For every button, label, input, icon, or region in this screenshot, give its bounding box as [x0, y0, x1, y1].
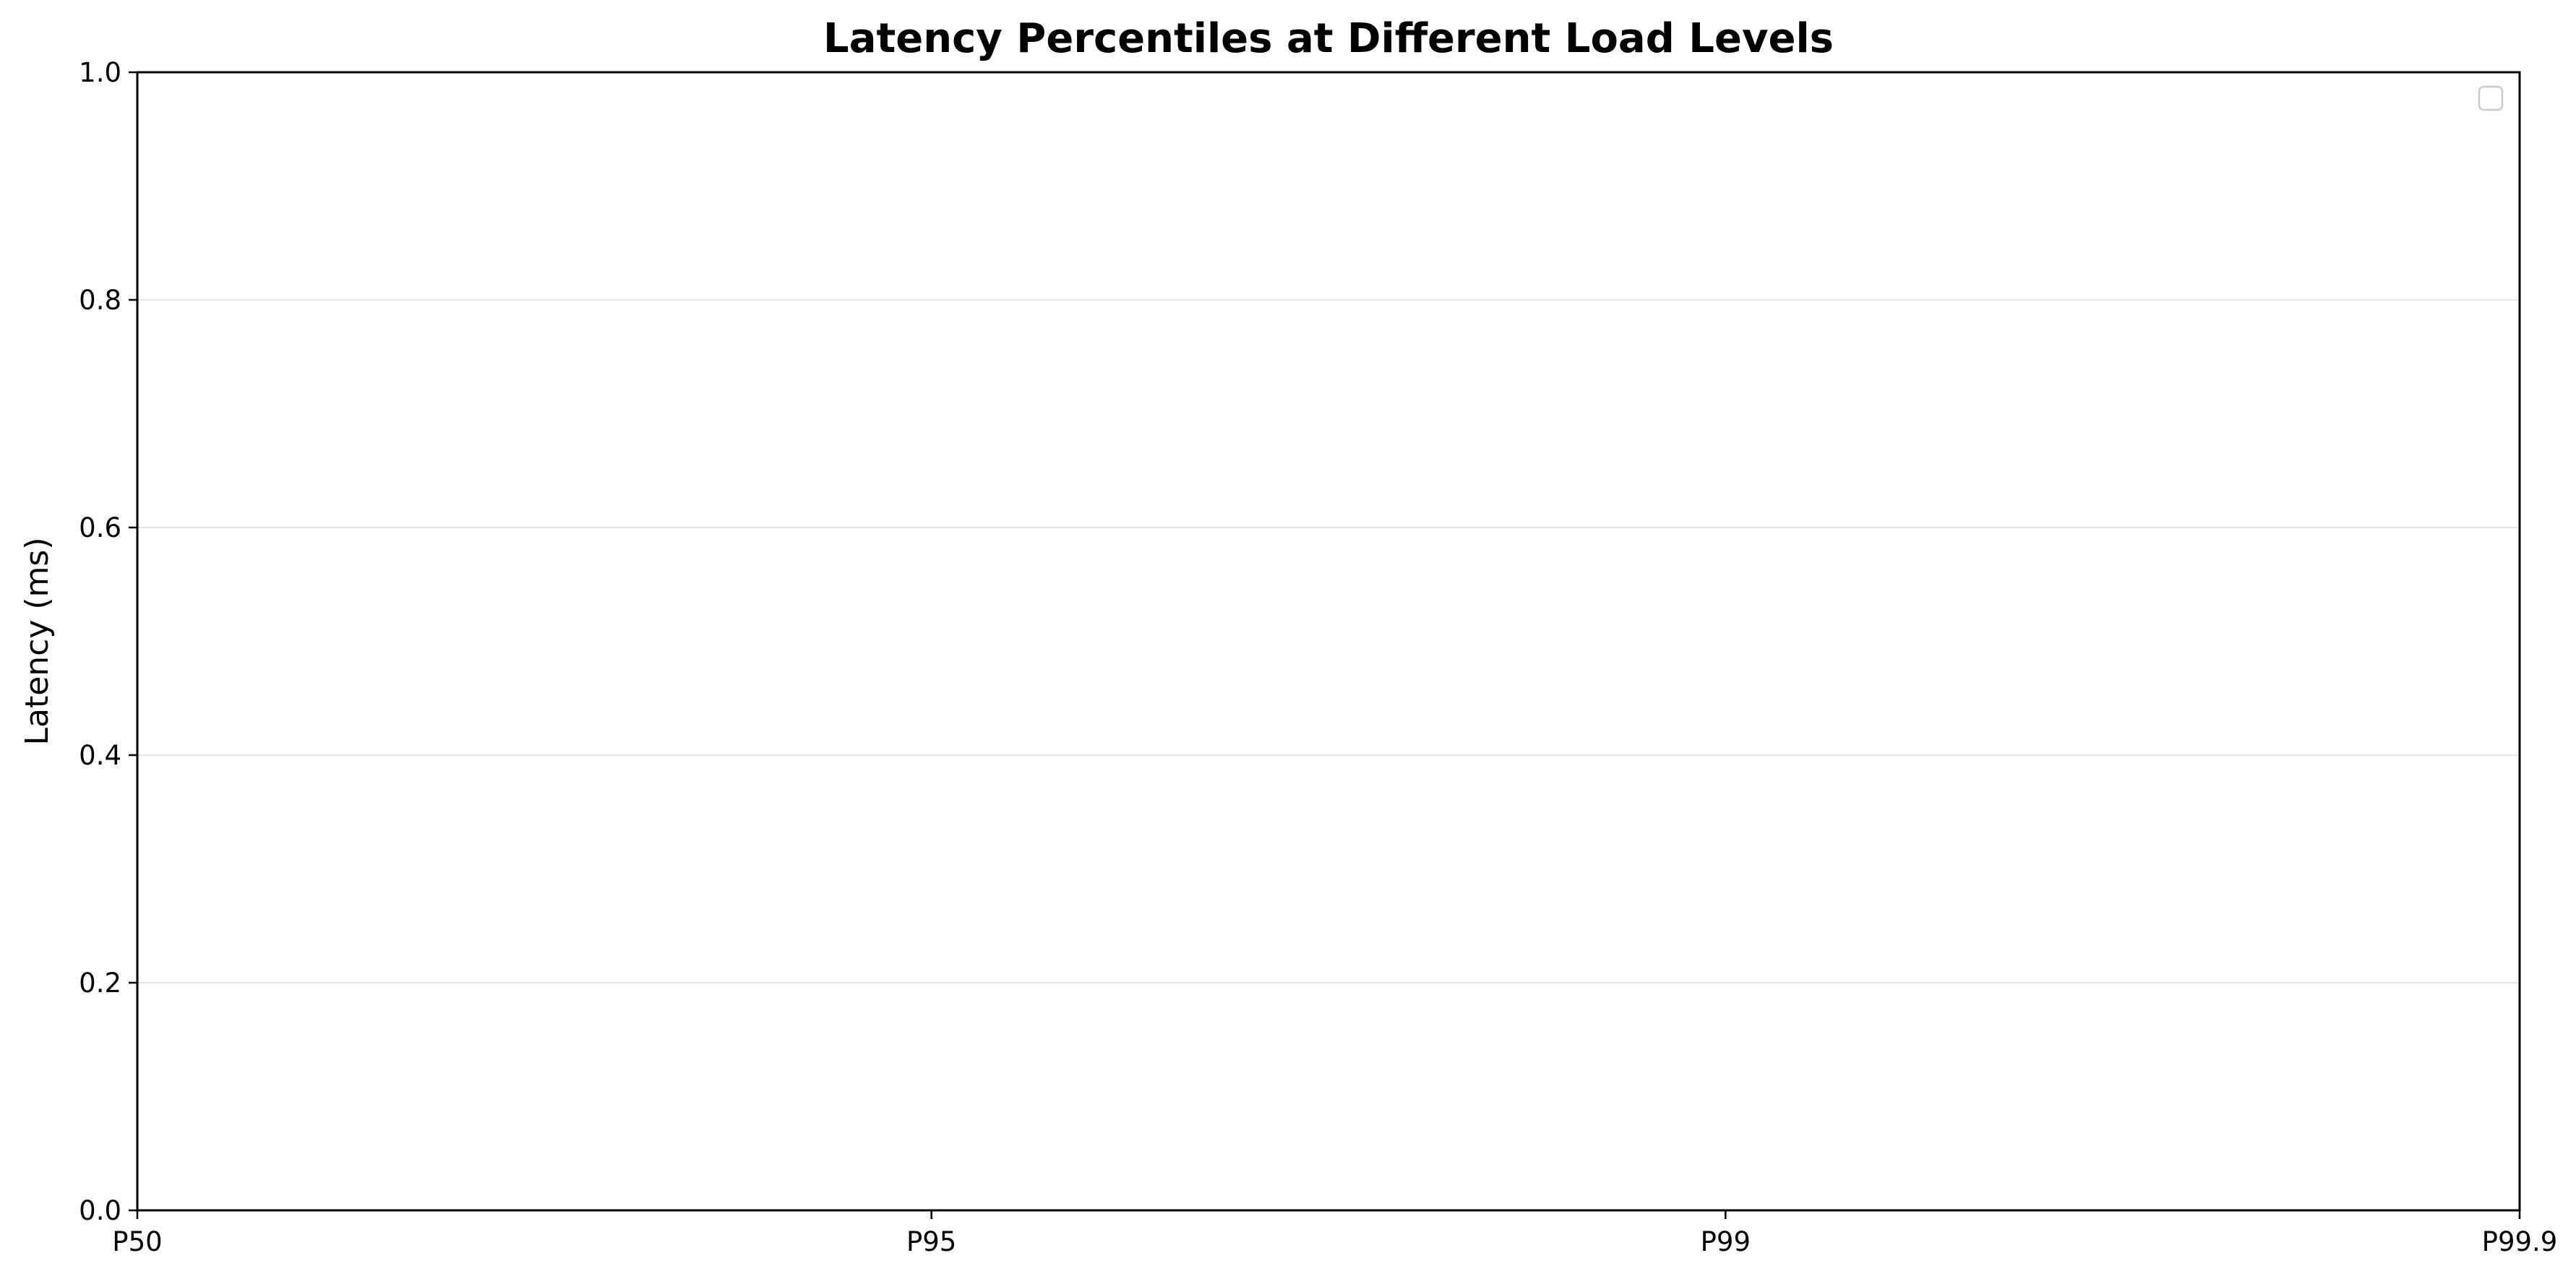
chart-title: Latency Percentiles at Different Load Le… — [823, 15, 1834, 62]
x-tick-label: P50 — [112, 1226, 162, 1257]
y-tick-label: 0.0 — [79, 1195, 121, 1226]
x-tick-label: P99 — [1701, 1226, 1751, 1257]
legend-box — [2478, 85, 2504, 111]
y-tick-label: 1.0 — [79, 57, 121, 88]
x-tick-label: P95 — [906, 1226, 956, 1257]
y-tick-label: 0.6 — [79, 512, 121, 543]
axis-ticks: 0.0 0.2 0.4 0.6 0.8 1.0 P50 P95 P99 P99.9 — [79, 57, 2557, 1257]
y-axis-label: Latency (ms) — [19, 537, 56, 745]
grid-lines — [137, 299, 2520, 983]
y-tick-label: 0.8 — [79, 285, 121, 316]
y-tick-label: 0.4 — [79, 740, 121, 771]
y-tick-label: 0.2 — [79, 968, 121, 999]
x-tick-label: P99.9 — [2482, 1226, 2558, 1257]
plot-frame — [136, 71, 2521, 1212]
